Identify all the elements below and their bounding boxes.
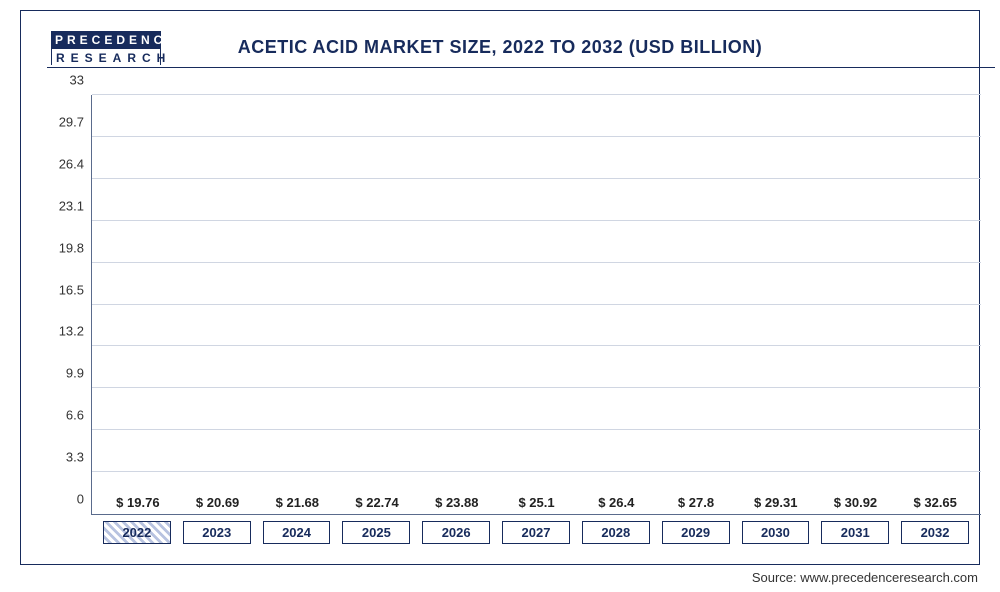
source-label: Source: www.precedenceresearch.com [752, 570, 978, 585]
bar-value-label: $ 32.65 [914, 495, 957, 510]
gridline [92, 94, 981, 95]
y-axis-tick-label: 13.2 [59, 324, 92, 339]
bar-value-label: $ 22.74 [355, 495, 398, 510]
gridline [92, 471, 981, 472]
x-axis-category-label: 2023 [183, 521, 251, 544]
y-axis-tick-label: 16.5 [59, 282, 92, 297]
gridline [92, 262, 981, 263]
gridline [92, 387, 981, 388]
chart-frame: PRECEDENCE RESEARCH ACETIC ACID MARKET S… [20, 10, 980, 565]
title-underline [47, 67, 995, 68]
x-axis-category-label: 2025 [342, 521, 410, 544]
y-axis-tick-label: 23.1 [59, 198, 92, 213]
x-axis-labels: 2022 2023 2024 2025 2026 2027 2028 2029 2030 2031… [91, 521, 981, 544]
x-axis-category-label: 2024 [263, 521, 331, 544]
gridline [92, 220, 981, 221]
bar-value-label: $ 30.92 [834, 495, 877, 510]
bar-value-label: $ 27.8 [678, 495, 714, 510]
gridline [92, 429, 981, 430]
y-axis-tick-label: 3.3 [66, 450, 92, 465]
x-axis-category-label: 2032 [901, 521, 969, 544]
bar-value-label: $ 29.31 [754, 495, 797, 510]
y-axis-tick-label: 6.6 [66, 408, 92, 423]
gridline [92, 304, 981, 305]
x-axis-category-label: 2026 [422, 521, 490, 544]
gridline [92, 136, 981, 137]
bar-value-label: $ 21.68 [276, 495, 319, 510]
x-axis-category-label: 2029 [662, 521, 730, 544]
x-axis-category-label: 2030 [742, 521, 810, 544]
y-axis-tick-label: 9.9 [66, 366, 92, 381]
y-axis-tick-label: 29.7 [59, 114, 92, 129]
chart-title: ACETIC ACID MARKET SIZE, 2022 TO 2032 (U… [21, 37, 979, 58]
y-axis-tick-label: 19.8 [59, 240, 92, 255]
x-axis-category-label: 2028 [582, 521, 650, 544]
x-axis-category-label: 2022 [103, 521, 171, 544]
x-axis-category-label: 2031 [821, 521, 889, 544]
gridline [92, 345, 981, 346]
gridline [92, 178, 981, 179]
y-axis-tick-label: 33 [70, 73, 92, 88]
y-axis-tick-label: 0 [77, 492, 92, 507]
bar-value-label: $ 26.4 [598, 495, 634, 510]
bar-value-label: $ 19.76 [116, 495, 159, 510]
x-axis-category-label: 2027 [502, 521, 570, 544]
bars-container: $ 19.76 $ 20.69 $ 21.68 $ 22.74 $ 23.88 $ 25.… [92, 95, 981, 514]
y-axis-tick-label: 26.4 [59, 156, 92, 171]
bar-value-label: $ 20.69 [196, 495, 239, 510]
bar-value-label: $ 25.1 [518, 495, 554, 510]
chart-plot-area: $ 19.76 $ 20.69 $ 21.68 $ 22.74 $ 23.88 $ 25.… [91, 95, 981, 515]
bar-value-label: $ 23.88 [435, 495, 478, 510]
